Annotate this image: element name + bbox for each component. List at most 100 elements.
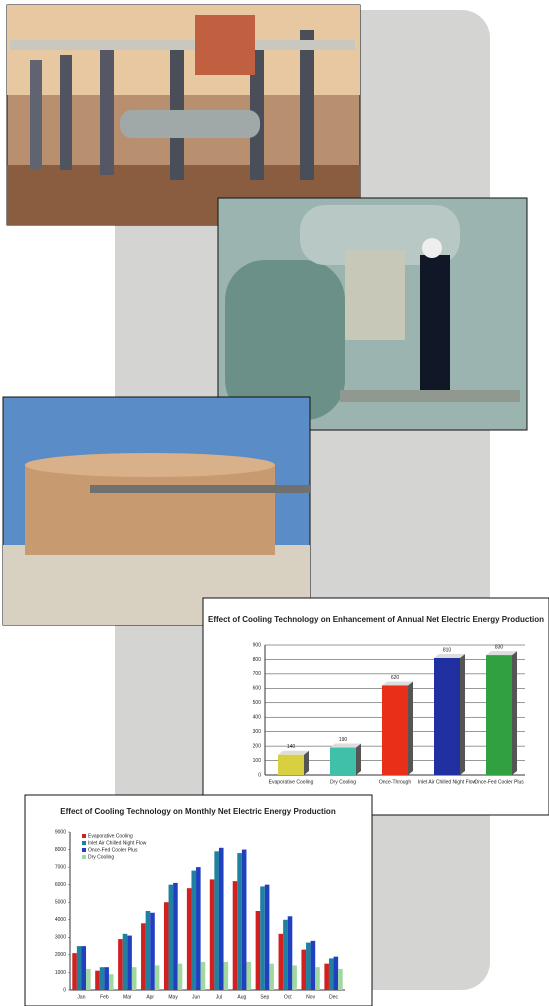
bar-top — [330, 743, 361, 748]
chart-title: Effect of Cooling Technology on Monthly … — [60, 807, 336, 816]
y-tick-label: 1000 — [55, 970, 66, 976]
legend-swatch — [82, 855, 86, 859]
bar — [154, 965, 160, 990]
y-tick-label: 600 — [253, 686, 262, 692]
bar — [333, 956, 339, 990]
y-tick-label: 6000 — [55, 882, 66, 888]
bar — [108, 974, 114, 990]
bar — [191, 870, 197, 990]
bar — [278, 933, 284, 990]
bar — [145, 911, 151, 990]
bar — [315, 967, 320, 990]
bar — [237, 853, 242, 990]
data-label: 830 — [495, 644, 504, 650]
x-tick-label: Aug — [237, 994, 246, 1000]
x-tick-label: Sep — [260, 994, 269, 1000]
y-tick-label: 200 — [253, 743, 262, 749]
bar-top — [434, 654, 465, 658]
y-tick-label: 500 — [253, 700, 262, 706]
x-tick-label: Dry Cooling — [330, 779, 356, 785]
bar — [173, 882, 178, 990]
y-tick-label: 4000 — [55, 917, 66, 923]
x-tick-label: Evaporative Cooling — [269, 779, 314, 785]
y-tick-label: 800 — [253, 657, 262, 663]
chart-title: Effect of Cooling Technology on Enhancem… — [208, 615, 544, 624]
bar — [186, 888, 192, 990]
bar — [330, 747, 356, 775]
legend-label: Dry Cooling — [88, 854, 114, 860]
bar — [223, 961, 229, 990]
y-tick-label: 100 — [253, 758, 262, 764]
bar — [200, 961, 206, 990]
bar-side — [460, 654, 465, 775]
photo-operator — [217, 197, 528, 431]
y-tick-label: 0 — [63, 987, 66, 993]
bar — [246, 961, 252, 990]
bar-side — [512, 651, 517, 775]
bar — [150, 912, 155, 990]
bar-top — [486, 651, 517, 656]
y-tick-label: 400 — [253, 715, 262, 721]
x-tick-label: May — [168, 994, 178, 1000]
bar — [324, 963, 329, 990]
data-label: 140 — [287, 744, 296, 750]
bar-top — [278, 750, 309, 755]
bar-top — [382, 681, 413, 686]
y-tick-label: 8000 — [55, 847, 66, 853]
legend-swatch — [82, 841, 86, 845]
bar — [283, 919, 288, 990]
bar — [218, 847, 224, 990]
y-tick-label: 3000 — [55, 935, 66, 941]
bar — [168, 884, 174, 990]
x-tick-label: Once-Fed Cooler Plus — [474, 779, 524, 785]
bar-side — [408, 681, 413, 775]
x-tick-label: Oct — [284, 994, 292, 1000]
bar — [118, 939, 123, 990]
y-tick-label: 2000 — [55, 952, 66, 958]
bar — [163, 902, 169, 990]
bar-side — [304, 750, 309, 775]
bar — [177, 963, 183, 990]
bar — [241, 849, 247, 990]
y-tick-label: 0 — [258, 772, 261, 778]
bar — [260, 886, 265, 990]
legend-swatch — [82, 834, 86, 838]
bar — [127, 935, 132, 990]
x-tick-label: Nov — [306, 994, 315, 1000]
bar — [301, 949, 307, 990]
bar — [104, 967, 109, 990]
data-label: 620 — [391, 675, 400, 681]
x-tick-label: Jan — [77, 994, 85, 1000]
x-tick-label: Dec — [329, 994, 338, 1000]
bar — [81, 946, 87, 990]
bar — [486, 655, 512, 775]
bar — [306, 942, 311, 990]
bar — [122, 933, 128, 990]
y-tick-label: 900 — [253, 642, 262, 648]
y-tick-label: 300 — [253, 729, 262, 735]
bar — [209, 879, 215, 990]
bar — [141, 923, 146, 990]
bar — [434, 658, 460, 775]
y-tick-label: 9000 — [55, 829, 66, 835]
bar — [292, 965, 297, 990]
x-tick-label: Feb — [100, 994, 109, 1000]
bar — [232, 881, 238, 990]
bar — [99, 967, 105, 990]
bar — [95, 970, 100, 990]
legend-swatch — [82, 848, 86, 852]
bar — [86, 968, 91, 990]
data-label: 190 — [339, 737, 348, 743]
data-label: 810 — [443, 647, 452, 653]
legend-label: Once-Fed Cooler Plus — [88, 847, 138, 853]
bar — [131, 967, 137, 990]
x-tick-label: Inlet Air Chilled Night Flow — [418, 779, 477, 785]
bar — [76, 946, 82, 990]
bar — [278, 754, 304, 775]
y-tick-label: 7000 — [55, 864, 66, 870]
x-tick-label: Once-Through — [379, 779, 411, 785]
bar-side — [356, 743, 361, 775]
bar — [72, 953, 77, 990]
